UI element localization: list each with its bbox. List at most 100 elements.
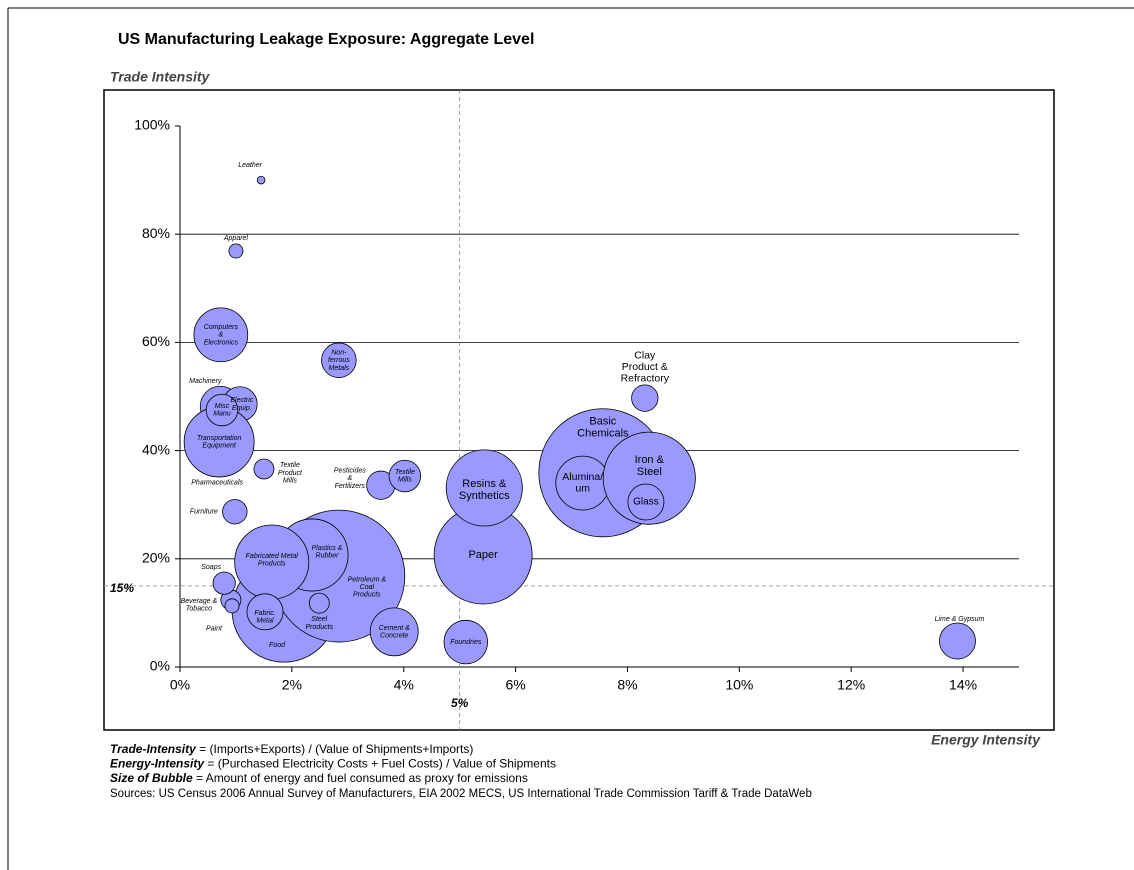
bubble-label: Basic (589, 416, 616, 428)
bubble-label: Misc (215, 403, 230, 410)
bubble-label: um (575, 483, 590, 495)
bubble (369, 607, 419, 657)
y-tick-label: 80% (142, 225, 170, 241)
bubble-label: Machinery (189, 378, 222, 385)
bubble-label: Product (278, 470, 303, 477)
bubble-label: Concrete (380, 633, 409, 640)
bubble-label: Equip. (232, 405, 252, 412)
bubble-label: Textile (395, 469, 415, 476)
bubble (388, 459, 422, 493)
bubble-label: & (218, 332, 223, 339)
plot-frame (103, 89, 1055, 731)
bubble-label: Plastics & (312, 545, 343, 552)
bubble-label: Synthetics (459, 490, 510, 502)
bubble (246, 593, 284, 631)
bubble-label: Fabricated Metal (246, 553, 299, 560)
bubble-label: Electric (230, 397, 253, 404)
bubble-label: Electronics (204, 339, 239, 346)
y-tick-label: 60% (142, 333, 170, 349)
bubble-label: Coal (360, 584, 375, 591)
bubble-label: Cement & (379, 625, 410, 632)
bubble-label: Foundries (450, 639, 482, 646)
bubble-label: Computers (204, 324, 239, 331)
x-tick-label: 2% (282, 677, 302, 693)
footnote: Energy-Intensity = (Purchased Electricit… (110, 757, 556, 771)
bubble-label: Transportation (197, 435, 242, 442)
bubble (443, 619, 489, 665)
bubble (224, 598, 240, 614)
x-tick-label: 10% (725, 677, 753, 693)
x-tick-label: 6% (505, 677, 525, 693)
bubble-label: Steel (311, 616, 327, 623)
y-tick-label: 100% (134, 117, 170, 133)
bubble-label: Paint (206, 626, 223, 633)
bubble (308, 592, 330, 614)
bubble-label: Rubber (316, 553, 340, 560)
bubble-label: Clay (634, 349, 656, 361)
bubble-label: Alumina/ (562, 471, 603, 483)
bubble-label: Steel (637, 466, 662, 478)
x-tick-label: 0% (170, 677, 190, 693)
x-tick-label: 8% (617, 677, 637, 693)
x-tick-label: 12% (837, 677, 865, 693)
bubble (445, 449, 523, 527)
bubble (212, 571, 236, 595)
bubble-label: Leather (238, 162, 262, 169)
bubble (256, 175, 266, 185)
x-tick-label: 4% (394, 677, 414, 693)
bubble-label: Metals (329, 365, 350, 372)
footnotes: Trade-Intensity = (Imports+Exports) / (V… (110, 742, 812, 800)
bubble-label: Product & (622, 361, 668, 373)
chart-title: US Manufacturing Leakage Exposure: Aggre… (118, 31, 534, 48)
bubble-label: Metal (256, 618, 274, 625)
footnote-term: Size of Bubble (110, 771, 193, 785)
bubble-label: Soaps (201, 564, 221, 571)
bubble-label: Paper (468, 549, 498, 561)
y-tick-label: 40% (142, 441, 170, 457)
bubble-label: Beverage & (181, 598, 218, 605)
bubble-label: Refractory (621, 372, 670, 384)
bubble (205, 393, 239, 427)
bubble (602, 431, 696, 525)
footnote-text: = Amount of energy and fuel consumed as … (193, 771, 528, 785)
footnote-term: Trade-Intensity (110, 742, 197, 756)
x-tick-label: 14% (949, 677, 977, 693)
bubble-label: Fertilizers (335, 483, 366, 490)
bubble (631, 384, 659, 412)
bubble-label: Glass (633, 497, 659, 508)
bubble-label: Furniture (190, 509, 218, 516)
sources: Sources: US Census 2006 Annual Survey of… (110, 788, 812, 800)
footnote-text: = (Purchased Electricity Costs + Fuel Co… (204, 757, 556, 771)
bubble-label: Mills (283, 478, 297, 485)
bubble-label: Products (305, 624, 333, 631)
bubble-label: Products (353, 592, 381, 599)
bubble-label: Pharmaceuticals (191, 480, 243, 487)
bubble-label: Iron & (635, 454, 665, 466)
bubble (321, 342, 357, 378)
bubble-label: Textile (280, 462, 300, 469)
bubble (627, 483, 665, 521)
ref-label-y: 15% (110, 581, 134, 595)
bubble-label: Pesticides (334, 467, 366, 474)
bubble-label: Non- (331, 349, 347, 356)
bubble (222, 499, 248, 525)
bubble-label: Manu (213, 411, 231, 418)
bubble-label: Petroleum & (348, 576, 387, 583)
y-tick-label: 20% (142, 550, 170, 566)
bubble (939, 622, 976, 660)
bubble-label: Fabric. (254, 610, 275, 617)
bubble-label: Resins & (462, 478, 507, 490)
bubble-label: & (347, 475, 352, 482)
x-axis-label: Energy Intensity (931, 732, 1041, 748)
ref-label-x: 5% (451, 696, 469, 710)
bubble (253, 458, 275, 480)
bubble-label: Tobacco (186, 606, 212, 613)
y-tick-label: 0% (150, 658, 170, 674)
bubble-label: Chemicals (577, 428, 629, 440)
footnote-term: Energy-Intensity (110, 757, 205, 771)
bubble-label: ferrous (328, 357, 350, 364)
bubble (193, 307, 249, 363)
bubble-label: Apparel (223, 235, 249, 242)
